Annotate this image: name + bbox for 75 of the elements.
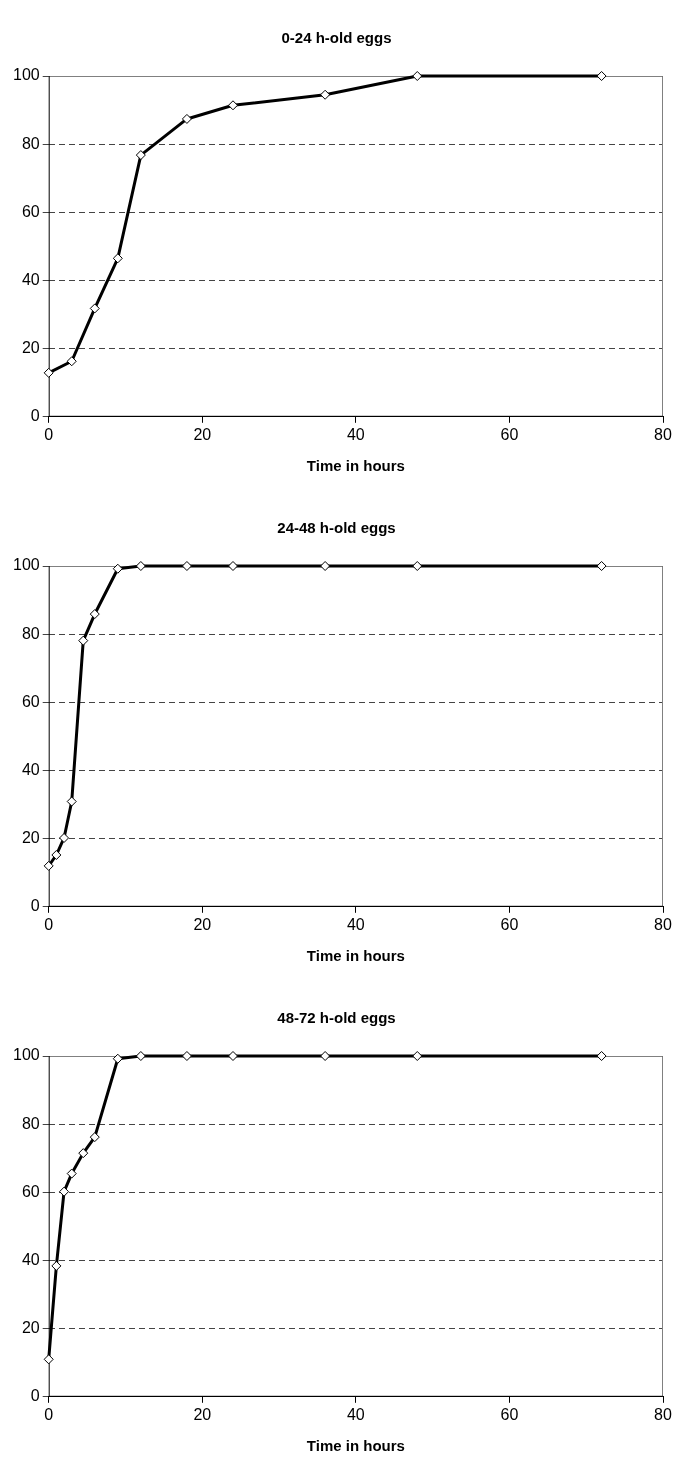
point (89, 609, 100, 620)
x-tick-label: 80 (654, 425, 672, 443)
point (596, 561, 607, 571)
y-tick-label: 0 (30, 897, 40, 915)
y-tick-label: 100 (12, 556, 40, 574)
point (135, 561, 146, 571)
x-tick-label: 0 (44, 915, 54, 933)
point (51, 850, 62, 860)
x-tick-label: 0 (44, 425, 54, 443)
point (320, 561, 331, 571)
x-tick-label: 60 (500, 915, 519, 933)
point (43, 367, 54, 378)
point (320, 89, 331, 100)
y-tick-label: 80 (21, 624, 40, 642)
point (181, 113, 192, 124)
point (135, 1051, 146, 1061)
point (181, 561, 192, 571)
point (43, 1354, 54, 1365)
y-tick-label: 60 (21, 1182, 40, 1200)
chart-title: 48-72 h-old eggs (277, 1009, 396, 1027)
point (112, 1053, 123, 1064)
x-tick-label: 40 (346, 425, 365, 443)
point (596, 1051, 607, 1061)
y-tick-label: 100 (12, 1046, 40, 1064)
x-tick-label: 20 (193, 915, 212, 933)
y-tick-label: 0 (30, 1387, 40, 1405)
y-tick-label: 40 (21, 1250, 40, 1268)
point (66, 356, 77, 367)
point (135, 150, 146, 161)
point (78, 1148, 89, 1159)
point (112, 563, 123, 574)
y-tick-label: 40 (21, 760, 40, 778)
x-tick-label: 80 (654, 915, 672, 933)
point (181, 1051, 192, 1061)
x-axis-title: Time in hours (306, 457, 405, 475)
x-tick-label: 40 (346, 1405, 365, 1423)
x-tick-label: 40 (346, 915, 365, 933)
x-tick-label: 20 (193, 425, 212, 443)
point (78, 635, 89, 646)
x-tick-label: 20 (193, 1405, 212, 1423)
chart-title: 0-24 h-old eggs (281, 29, 392, 47)
y-tick-label: 80 (21, 134, 40, 152)
point (66, 796, 77, 807)
point (112, 253, 123, 264)
y-tick-label: 20 (21, 829, 40, 847)
y-tick-label: 80 (21, 1114, 40, 1132)
chart-title: 24-48 h-old eggs (277, 519, 396, 537)
point (412, 1051, 423, 1061)
x-axis-title: Time in hours (306, 1437, 405, 1455)
y-tick-label: 40 (21, 270, 40, 288)
point (412, 71, 423, 81)
point (596, 71, 607, 81)
point (66, 1168, 77, 1179)
point (320, 1051, 331, 1061)
y-tick-label: 60 (21, 692, 40, 710)
point (89, 1132, 100, 1143)
x-tick-label: 0 (44, 1405, 54, 1423)
point (227, 561, 238, 571)
y-tick-label: 0 (30, 407, 40, 425)
point (43, 860, 54, 871)
x-axis-title: Time in hours (306, 947, 405, 965)
x-tick-label: 80 (654, 1405, 672, 1423)
point (89, 303, 100, 314)
y-tick-label: 100 (12, 66, 40, 84)
point (412, 561, 423, 571)
y-tick-label: 20 (21, 339, 40, 357)
point (51, 1260, 62, 1271)
x-tick-label: 60 (500, 1405, 519, 1423)
point (227, 100, 238, 111)
point (59, 1186, 70, 1197)
point (227, 1051, 238, 1061)
x-tick-label: 60 (500, 425, 519, 443)
point (59, 832, 70, 843)
y-tick-label: 20 (21, 1319, 40, 1337)
y-tick-label: 60 (21, 202, 40, 220)
